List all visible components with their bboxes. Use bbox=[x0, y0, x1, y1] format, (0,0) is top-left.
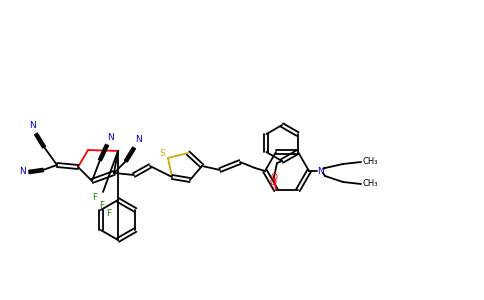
Text: F: F bbox=[106, 208, 112, 217]
Text: N: N bbox=[317, 167, 323, 176]
Text: O: O bbox=[271, 172, 277, 182]
Text: N: N bbox=[20, 167, 26, 176]
Text: CH₃: CH₃ bbox=[362, 158, 378, 166]
Text: S: S bbox=[159, 148, 165, 158]
Text: N: N bbox=[29, 122, 35, 130]
Text: O: O bbox=[270, 178, 276, 187]
Text: F: F bbox=[99, 200, 105, 209]
Text: N: N bbox=[107, 133, 114, 142]
Text: CH₃: CH₃ bbox=[362, 179, 378, 188]
Text: F: F bbox=[92, 193, 98, 202]
Text: N: N bbox=[135, 136, 141, 145]
